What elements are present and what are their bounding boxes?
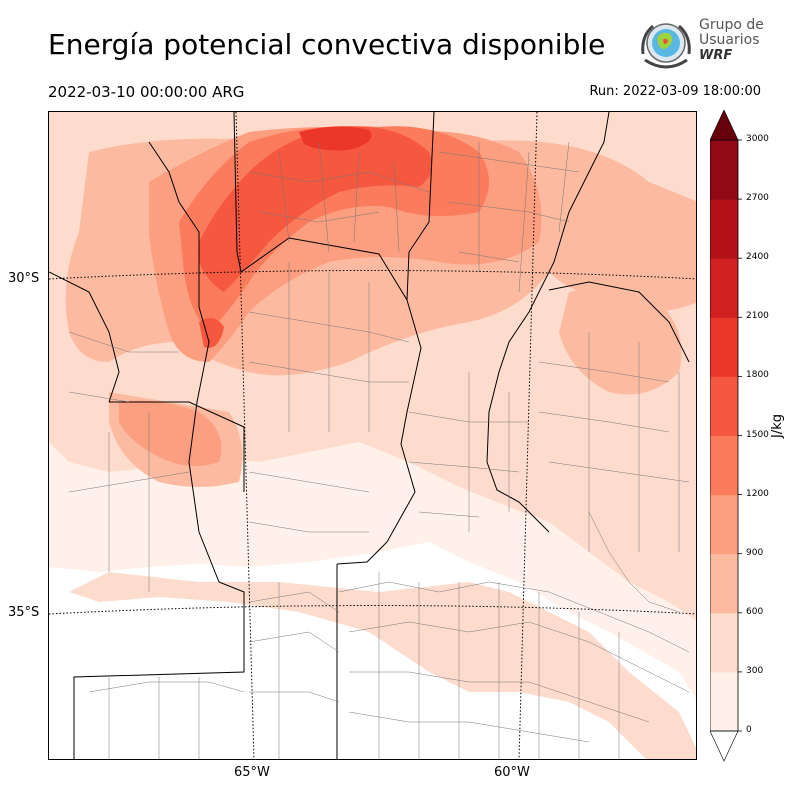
province-boundaries [49, 112, 690, 759]
cape-level-2c [559, 288, 682, 395]
colorbar-band [710, 671, 738, 732]
lon-label-60w: 60°W [494, 765, 530, 780]
colorbar-tick-label: 2400 [746, 252, 769, 263]
valid-time-label: 2022-03-10 00:00:00 ARG [48, 83, 245, 101]
colorbar-tick-label: 3000 [746, 134, 769, 144]
cape-map [49, 112, 696, 759]
colorbar-tick-label: 2700 [746, 193, 769, 204]
colorbar-tick-label: 0 [746, 725, 752, 735]
colorbar-extend-max [709, 109, 739, 141]
colorbar-band [710, 140, 738, 200]
page-title: Energía potencial convectiva disponible [48, 28, 606, 61]
colorbar-extend-min [709, 730, 739, 762]
department-boundaries [68, 141, 690, 759]
colorbar-tick-label: 1200 [746, 488, 769, 499]
colorbar-tick-label: 900 [746, 547, 764, 558]
colorbar-band [710, 199, 738, 259]
colorbar-tick-label: 1800 [746, 370, 769, 381]
colorbar-band [710, 376, 738, 436]
colorbar-band [710, 612, 738, 673]
colorbar-tick-label: 1500 [746, 429, 769, 440]
colorbar-tick-label: 600 [746, 606, 764, 617]
logo-line-1: Grupo de [699, 17, 764, 33]
lon-label-65w: 65°W [234, 765, 270, 780]
colorbar-band [710, 553, 738, 614]
colorbar-tick-label: 300 [746, 665, 764, 676]
graticule [49, 112, 696, 759]
colorbar-band [710, 317, 738, 377]
colorbar-band [710, 435, 738, 496]
colorbar-unit-label: J/kg [770, 414, 785, 438]
cape-level-3b [119, 400, 222, 466]
logo: Grupo de Usuarios WRF [637, 16, 767, 72]
colorbar-band [710, 494, 738, 555]
colorbar-band [710, 258, 738, 318]
map-panel [48, 111, 697, 760]
colorbar-swatches [709, 109, 742, 762]
cape-level-5 [199, 126, 433, 292]
lat-label-35s: 35°S [8, 605, 40, 620]
logo-line-2: Usuarios [699, 32, 760, 48]
logo-text: Grupo de Usuarios WRF [699, 17, 764, 64]
colorbar [709, 109, 770, 765]
run-time-label: Run: 2022-03-09 18:00:00 [589, 84, 761, 99]
colorbar-tick-label: 2100 [746, 311, 769, 322]
cape-level-5b [199, 318, 224, 348]
logo-line-3: WRF [699, 48, 733, 63]
cape-level-6 [299, 126, 372, 151]
lat-label-30s: 30°S [8, 271, 40, 286]
globe-emblem-icon [641, 23, 691, 69]
cape-field [49, 112, 696, 759]
